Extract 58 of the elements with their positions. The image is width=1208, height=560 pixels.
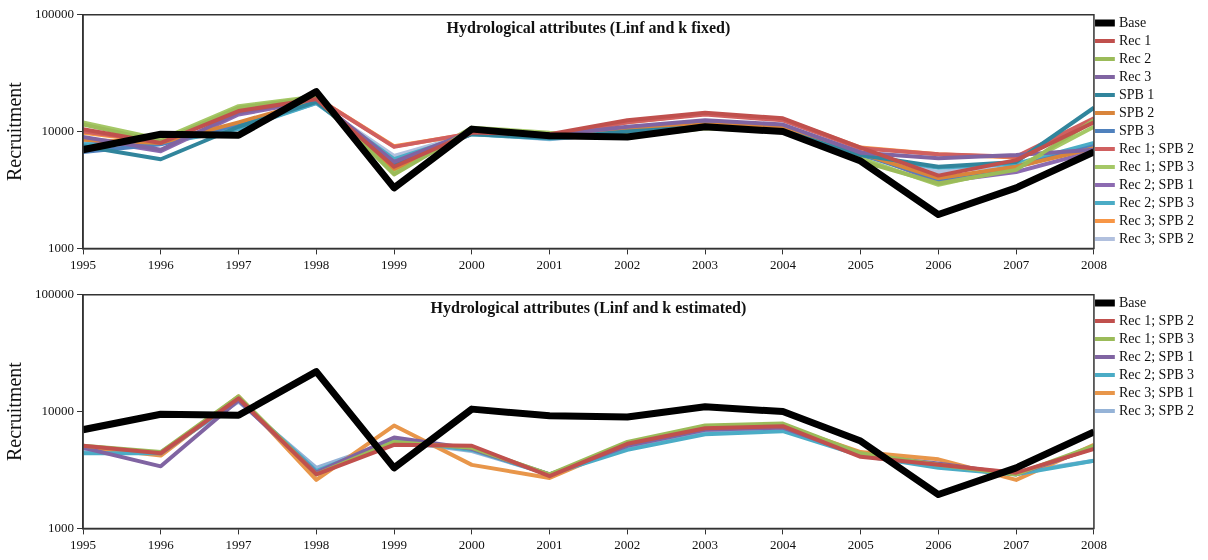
x-tick-label: 2008 [1080, 256, 1107, 272]
legend-label: Rec 2; SPB 1 [1118, 348, 1195, 364]
x-tick-label: 2006 [925, 256, 952, 272]
x-tick-label: 2004 [769, 536, 797, 552]
x-tick-label: 2000 [458, 536, 485, 552]
x-tick-label: 1999 [381, 256, 408, 272]
legend-label: Rec 3; SPB 2 [1118, 402, 1195, 418]
y-tick-label: 100000 [35, 6, 74, 22]
x-tick-label: 2003 [692, 536, 719, 552]
legend-label: Rec 3 [1118, 68, 1152, 84]
x-tick-label: 2000 [458, 256, 485, 272]
chart-title: Hydrological attributes (Linf and k estimated) [430, 298, 747, 317]
legend-label: Rec 3; SPB 2 [1118, 230, 1195, 246]
y-tick-label: 100000 [35, 286, 74, 302]
x-tick-label: 2002 [614, 536, 641, 552]
legend-label: Rec 1; SPB 2 [1118, 312, 1195, 328]
legend-label: Rec 3; SPB 2 [1118, 212, 1195, 228]
x-tick-label: 1998 [303, 256, 330, 272]
x-tick-label: 2002 [614, 256, 641, 272]
x-tick-label: 2006 [925, 536, 952, 552]
legend-label: Rec 2; SPB 3 [1118, 366, 1195, 382]
x-tick-label: 2001 [536, 536, 563, 552]
x-tick-label: 1995 [70, 256, 96, 272]
x-tick-label: 2003 [692, 256, 719, 272]
legend-label: Base [1118, 294, 1147, 310]
x-tick-label: 1997 [225, 536, 253, 552]
chart-title: Hydrological attributes (Linf and k fixed) [446, 18, 731, 37]
y-axis-title: Recruitment [3, 361, 26, 462]
x-tick-label: 2005 [847, 256, 874, 272]
y-tick-label: 10000 [41, 123, 74, 139]
x-tick-label: 2005 [847, 536, 874, 552]
legend-label: Rec 3; SPB 1 [1118, 384, 1195, 400]
x-tick-label: 1997 [225, 256, 253, 272]
x-tick-label: 2008 [1080, 536, 1107, 552]
x-tick-label: 2001 [536, 256, 563, 272]
x-tick-label: 2007 [1003, 256, 1030, 272]
y-tick-label: 1000 [48, 519, 74, 535]
legend-label: Rec 1; SPB 2 [1118, 140, 1195, 156]
legend-label: SPB 2 [1118, 104, 1155, 120]
legend-label: Base [1118, 14, 1147, 30]
x-tick-label: 1996 [147, 536, 175, 552]
legend-label: Rec 2 [1118, 50, 1152, 66]
legend-label: Rec 1 [1118, 32, 1152, 48]
y-tick-label: 10000 [41, 403, 74, 419]
x-tick-label: 2007 [1003, 536, 1030, 552]
legend-label: SPB 1 [1118, 86, 1155, 102]
legend-label: Rec 1; SPB 3 [1118, 158, 1195, 174]
x-tick-label: 1998 [303, 536, 330, 552]
y-tick-label: 1000 [48, 239, 74, 255]
legend-label: Rec 2; SPB 1 [1118, 176, 1195, 192]
legend-label: Rec 1; SPB 3 [1118, 330, 1195, 346]
x-tick-label: 1999 [381, 536, 408, 552]
legend-label: SPB 3 [1118, 122, 1155, 138]
y-axis-title: Recruitment [3, 81, 26, 182]
x-tick-label: 1995 [70, 536, 96, 552]
x-tick-label: 2004 [769, 256, 797, 272]
x-tick-label: 1996 [147, 256, 175, 272]
legend-label: Rec 2; SPB 3 [1118, 194, 1195, 210]
